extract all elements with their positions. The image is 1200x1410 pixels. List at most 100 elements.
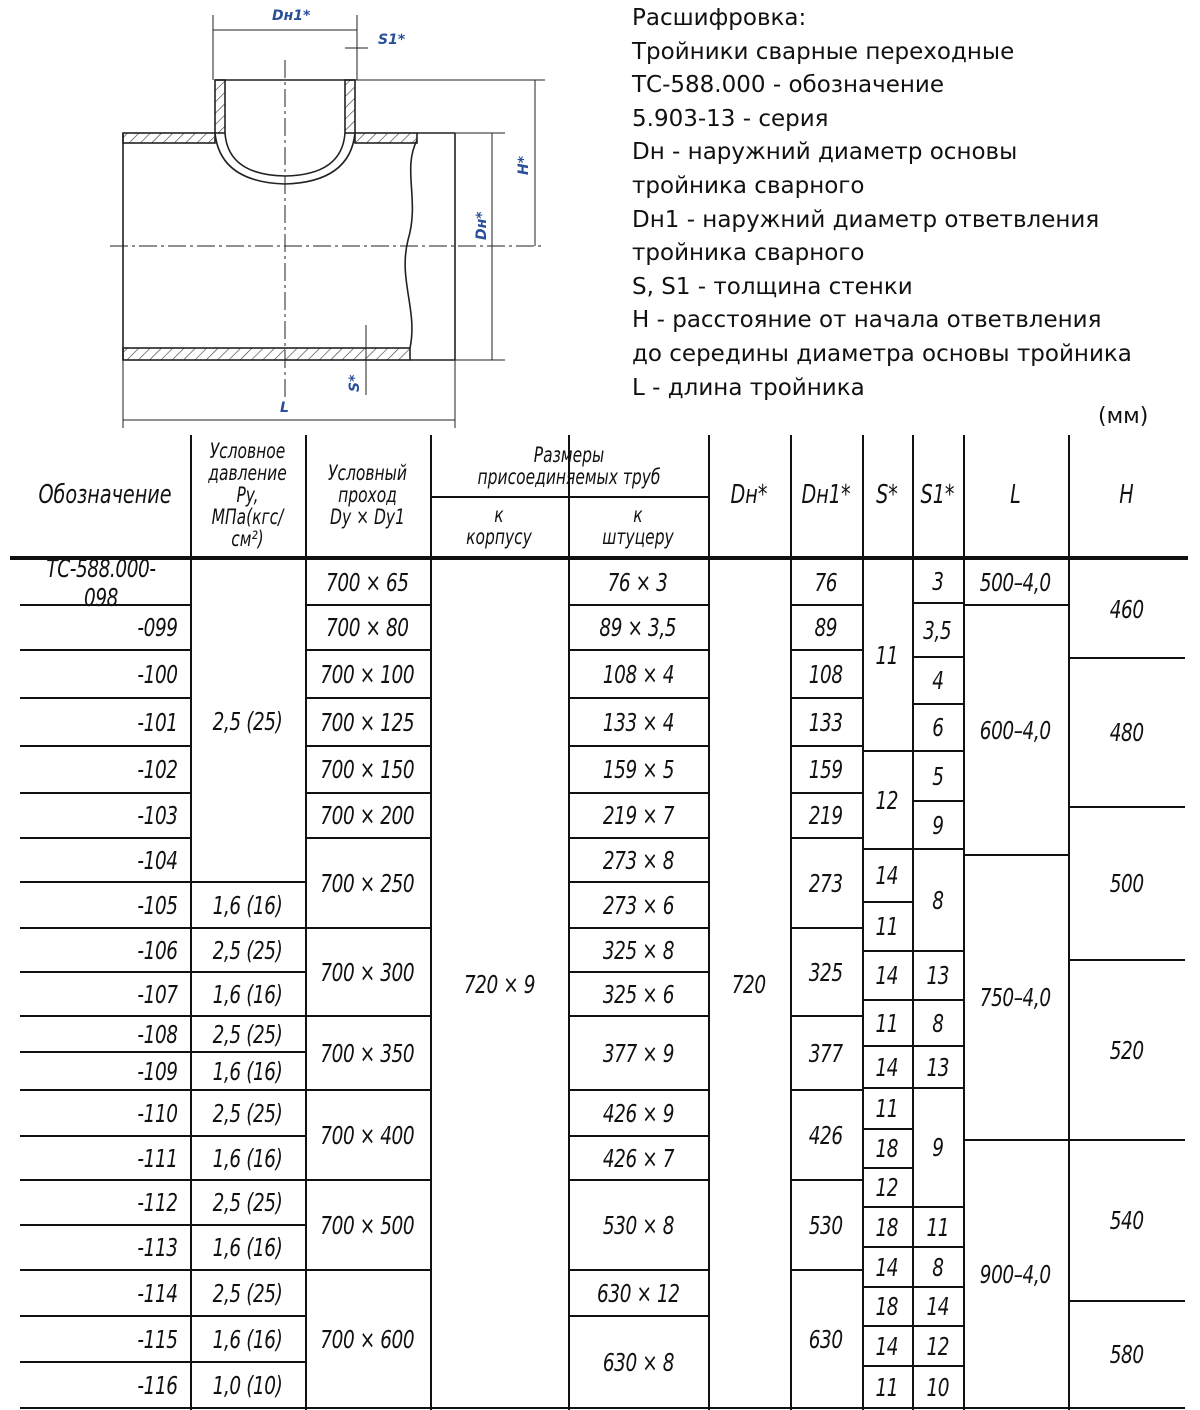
cell-s-text: 14 — [875, 1331, 899, 1361]
table-rule — [190, 1051, 305, 1053]
cell-h-text: 500 — [1109, 869, 1144, 898]
cell-designation: -110 — [20, 1090, 190, 1136]
cell-pressure: 2,5 (25) — [190, 1180, 305, 1225]
cell-s1: 8 — [912, 849, 963, 951]
table-rule — [862, 435, 864, 1410]
table-rule — [912, 656, 963, 658]
cell-designation-text: -106 — [137, 935, 178, 965]
cell-branch-text: 273 × 8 — [602, 845, 674, 875]
cell-designation-text: -116 — [137, 1370, 178, 1400]
table-rule — [1068, 657, 1185, 659]
cell-designation-text: -102 — [137, 755, 178, 784]
table-rule — [305, 697, 430, 699]
table-rule — [190, 1224, 305, 1226]
cell-designation: -112 — [20, 1180, 190, 1225]
cell-l-text: 750–4,0 — [980, 983, 1051, 1012]
cell-passage-text: 700 × 150 — [320, 755, 415, 784]
table-rule — [430, 1407, 568, 1409]
cell-pressure-text: 2,5 (25) — [212, 1098, 283, 1128]
cell-pressure: 1,0 (10) — [190, 1362, 305, 1408]
unit-label: (мм) — [1098, 404, 1149, 429]
table-rule — [190, 1179, 305, 1181]
cell-s1: 11 — [912, 1207, 963, 1247]
header-branch-line: штуцеру — [602, 525, 674, 549]
table-rule — [20, 1179, 190, 1181]
cell-dn1-text: 219 — [809, 801, 843, 830]
cell-pressure: 1,6 (16) — [190, 1316, 305, 1362]
cell-s-text: 14 — [875, 1052, 899, 1082]
table-rule — [190, 1407, 305, 1409]
legend-line: Dн1 - наружний диаметр ответвления — [632, 206, 1100, 233]
table-rule — [862, 1325, 912, 1327]
cell-s: 12 — [862, 1168, 912, 1207]
cell-s-text: 18 — [875, 1212, 899, 1242]
cell-s: 14 — [862, 951, 912, 1000]
table-rule — [963, 1139, 1068, 1141]
cell-pressure-text: 2,5 (25) — [212, 1019, 283, 1049]
cell-pressure-text: 2,5 (25) — [212, 1188, 283, 1217]
cell-branch-text: 630 × 12 — [596, 1278, 680, 1308]
cell-h: 480 — [1068, 658, 1185, 807]
table-rule — [568, 1315, 708, 1317]
cell-pressure-text: 1,6 (16) — [212, 1324, 283, 1354]
table-rule — [305, 1015, 430, 1017]
cell-l: 750–4,0 — [963, 855, 1068, 1140]
cell-s: 11 — [862, 1088, 912, 1129]
header-pressure-line: Условное — [209, 439, 286, 463]
table-rule — [20, 837, 190, 839]
table-rule — [305, 927, 430, 929]
cell-branch-text: 325 × 6 — [602, 979, 674, 1009]
cell-h-text: 540 — [1109, 1206, 1144, 1235]
cell-s1: 13 — [912, 951, 963, 1000]
cell-branch: 377 × 9 — [568, 1016, 708, 1090]
header-passage: Условный проход Dy × Dy1 — [316, 435, 419, 555]
cell-s1: 5 — [912, 751, 963, 801]
cell-designation: -116 — [20, 1362, 190, 1408]
cell-h: 520 — [1068, 960, 1185, 1140]
cell-s1-text: 6 — [931, 713, 944, 742]
table-rule — [305, 1269, 430, 1271]
cell-designation-text: -103 — [137, 801, 178, 830]
table-rule — [912, 1045, 963, 1047]
cell-designation-text: -100 — [137, 659, 178, 689]
cell-passage-text: 700 × 200 — [320, 801, 415, 830]
table-rule — [912, 750, 963, 752]
cell-branch-text: 89 × 3,5 — [599, 613, 677, 642]
table-rule — [568, 1179, 708, 1181]
table-rule — [568, 792, 708, 794]
table-rule — [862, 1286, 912, 1288]
cell-s-text: 11 — [875, 1008, 899, 1038]
cell-designation: -109 — [20, 1052, 190, 1090]
table-rule — [1068, 806, 1185, 808]
table-rule — [790, 837, 862, 839]
header-s: S* — [876, 480, 898, 510]
cell-branch: 325 × 8 — [568, 928, 708, 972]
table-rule — [912, 800, 963, 802]
cell-s-text: 14 — [875, 861, 899, 890]
cell-designation: -107 — [20, 972, 190, 1016]
cell-s: 11 — [862, 1000, 912, 1046]
legend-line: Расшифровка: — [632, 5, 807, 31]
cell-designation-text: -105 — [137, 890, 178, 920]
cell-branch: 630 × 8 — [568, 1316, 708, 1408]
table-rule — [963, 854, 1068, 856]
header-h: H — [1119, 480, 1134, 510]
cell-branch-text: 219 × 7 — [602, 801, 674, 830]
cell-s1-text: 14 — [926, 1292, 949, 1321]
table-rule — [568, 745, 708, 747]
table-rule — [305, 1407, 430, 1409]
table-rule — [790, 927, 862, 929]
legend-line: Dн - наружний диаметр основы — [632, 139, 1018, 166]
cell-body: 720 × 9 — [430, 560, 568, 1408]
header-pressure-line: Py, — [236, 483, 259, 507]
table-rule — [862, 1045, 912, 1047]
cell-passage: 700 × 65 — [305, 560, 430, 605]
table-rule — [20, 649, 190, 651]
table-rule — [568, 927, 708, 929]
cell-passage-text: 700 × 300 — [320, 957, 415, 987]
h-label: H* — [516, 155, 532, 175]
cell-branch: 530 × 8 — [568, 1180, 708, 1270]
table-rule — [305, 837, 430, 839]
table-rule — [912, 1087, 963, 1089]
cell-s1: 9 — [912, 801, 963, 849]
